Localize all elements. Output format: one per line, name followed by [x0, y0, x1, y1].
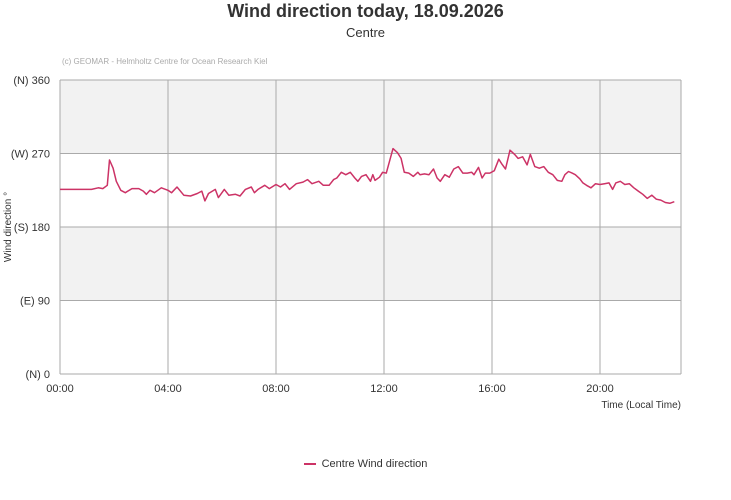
- y-tick-label: (N) 0: [26, 369, 50, 381]
- y-tick-label: (S) 180: [14, 222, 50, 234]
- x-axis-label: Time (Local Time): [601, 400, 681, 411]
- chart-subtitle: Centre: [345, 25, 386, 40]
- series-line: [60, 147, 675, 205]
- plot-band: [60, 227, 681, 301]
- y-axis-ticks: (N) 0 (E) 90 (S) 180 (W) 270 (N) 360: [11, 75, 50, 381]
- chart-credit: (c) GEOMAR - Helmholtz Centre for Ocean …: [62, 57, 268, 66]
- legend-label: Centre Wind direction: [321, 458, 428, 470]
- y-axis-label: Wind direction °: [3, 192, 14, 262]
- plot-band: [60, 80, 681, 154]
- x-tick-label: 20:00: [586, 383, 614, 395]
- y-tick-label: (N) 360: [13, 75, 50, 87]
- x-axis-ticks: 00:00 04:00 08:00 12:00 16:00 20:00: [46, 383, 614, 395]
- grid-lines: [59, 79, 682, 375]
- y-tick-label: (W) 270: [11, 149, 50, 161]
- x-tick-label: 08:00: [262, 383, 290, 395]
- plot-bands: [60, 80, 681, 301]
- x-tick-label: 00:00: [46, 383, 74, 395]
- legend-swatch: [303, 463, 316, 466]
- y-tick-label: (E) 90: [20, 296, 50, 308]
- series-group: [60, 147, 675, 205]
- legend[interactable]: Centre Wind direction: [0, 458, 731, 470]
- x-tick-label: 04:00: [154, 383, 182, 395]
- chart-title: Wind direction today, 18.09.2026: [227, 1, 504, 21]
- x-tick-label: 12:00: [370, 383, 398, 395]
- x-tick-label: 16:00: [478, 383, 506, 395]
